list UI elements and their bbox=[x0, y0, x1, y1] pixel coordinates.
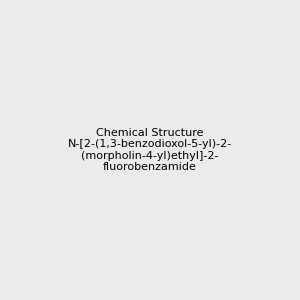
Text: Chemical Structure
N-[2-(1,3-benzodioxol-5-yl)-2-
(morpholin-4-yl)ethyl]-2-
fluo: Chemical Structure N-[2-(1,3-benzodioxol… bbox=[68, 128, 232, 172]
